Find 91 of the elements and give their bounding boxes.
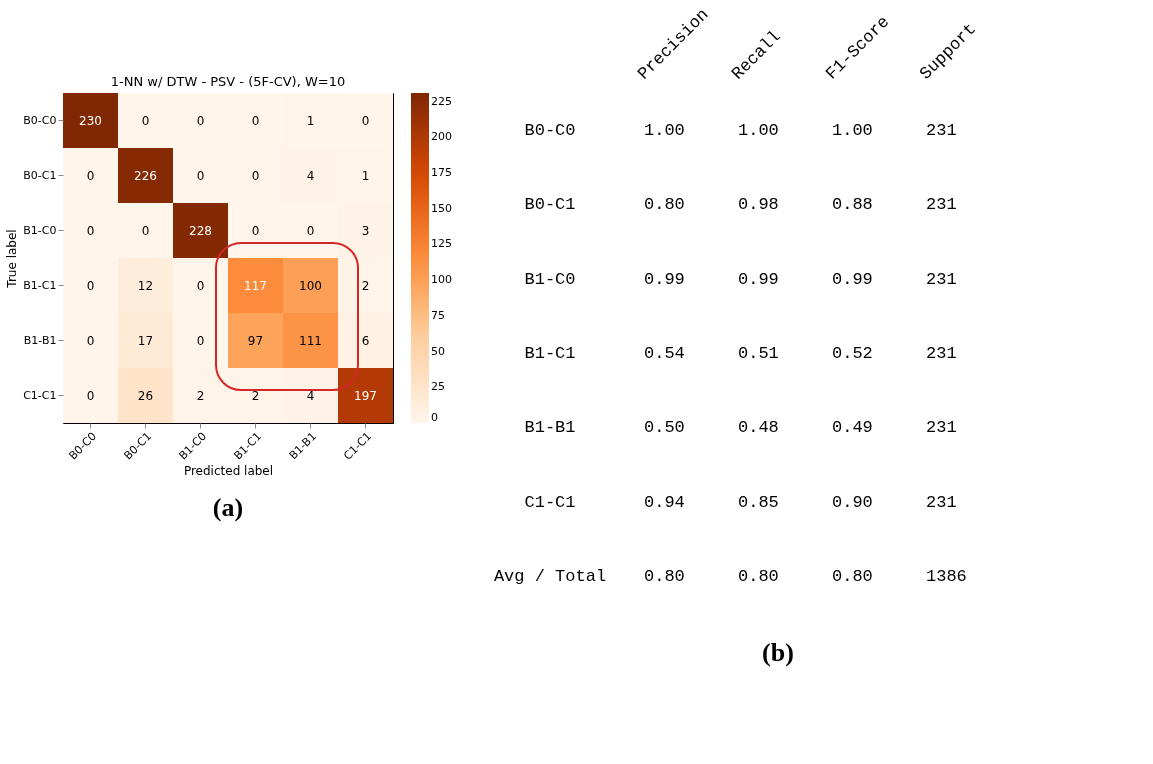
- text: 0.99: [738, 269, 779, 289]
- color-bar-label: 50: [431, 344, 445, 358]
- data-label: 26: [137, 388, 154, 403]
- text: 231: [926, 418, 957, 438]
- data-label: 17: [137, 333, 154, 348]
- data-label: 2: [196, 388, 205, 403]
- data-label: 12: [137, 278, 154, 293]
- data-label: 0: [86, 168, 95, 183]
- text: 1.00: [644, 121, 685, 141]
- data-label: 230: [79, 113, 102, 128]
- color-bar-label: 75: [431, 308, 445, 322]
- text: 0.98: [738, 195, 779, 215]
- y-tick-label: B1-C0: [23, 223, 57, 237]
- text: 0.80: [644, 195, 685, 215]
- data-label: 0: [86, 333, 95, 348]
- data-label: 0: [86, 223, 95, 238]
- text: (b): [762, 638, 794, 667]
- text: 0.90: [832, 492, 873, 512]
- text: 0.49: [832, 418, 873, 438]
- data-label: 197: [354, 388, 377, 403]
- text: 0.80: [832, 566, 873, 586]
- text: 0.99: [832, 269, 873, 289]
- data-label: 0: [86, 388, 95, 403]
- category-label: C1-C1: [524, 492, 576, 512]
- category-label: B0-C1: [524, 195, 576, 215]
- color-bar-label: 125: [431, 237, 452, 251]
- y-tick-label: B1-C1: [23, 278, 57, 292]
- x-axis-title: Predicted label: [183, 463, 274, 478]
- text: 0.94: [644, 492, 685, 512]
- category-label: B0-C0: [524, 121, 576, 141]
- text: 231: [926, 121, 957, 141]
- text: 0.80: [644, 566, 685, 586]
- category-label: Avg / Total: [493, 566, 607, 586]
- data-label: 97: [247, 333, 264, 348]
- category-label: B1-C0: [524, 269, 576, 289]
- data-label: 4: [306, 168, 315, 183]
- text: 0.85: [738, 492, 779, 512]
- data-label: 0: [196, 333, 205, 348]
- y-axis-title: True label: [5, 229, 20, 289]
- color-bar-label: 25: [431, 380, 445, 394]
- y-tick-label: B1-B1: [23, 333, 57, 347]
- text: (a): [212, 493, 244, 522]
- data-label: 0: [196, 278, 205, 293]
- text: 231: [926, 344, 957, 363]
- y-tick-label: B0-C0: [23, 113, 57, 127]
- data-label: 0: [306, 223, 315, 238]
- data-label: 1: [361, 168, 370, 183]
- data-label: 111: [299, 333, 322, 348]
- data-label: 0: [86, 278, 95, 293]
- data-label: 0: [361, 113, 370, 128]
- text: 0.51: [738, 344, 779, 363]
- text: 1.00: [738, 121, 779, 141]
- text: 0.52: [832, 344, 873, 363]
- text: 0.80: [738, 566, 779, 586]
- data-label: 2: [361, 278, 370, 293]
- text: 231: [926, 195, 957, 215]
- color-bar-label: 225: [431, 94, 452, 108]
- data-label: 4: [306, 388, 315, 403]
- data-label: 100: [299, 278, 322, 293]
- data-label: 0: [141, 113, 150, 128]
- text: 1.00: [832, 121, 873, 141]
- data-label: 6: [361, 333, 370, 348]
- chart-title: 1-NN w/ DTW - PSV - (5F-CV), W=10: [110, 74, 346, 89]
- data-label: 228: [189, 223, 212, 238]
- text: 231: [926, 492, 957, 512]
- color-bar-label: 150: [431, 201, 452, 215]
- y-tick-label: C1-C1: [23, 388, 57, 402]
- data-label: 1: [306, 113, 315, 128]
- text: 0.50: [644, 418, 685, 438]
- y-tick-label: B0-C1: [23, 168, 57, 182]
- text: 0.88: [832, 195, 873, 215]
- data-label: 117: [244, 278, 267, 293]
- data-label: 0: [196, 168, 205, 183]
- data-label: 0: [251, 113, 260, 128]
- text: 0.99: [644, 269, 685, 289]
- data-label: 0: [251, 168, 260, 183]
- text: 1386: [926, 566, 967, 586]
- data-label: 0: [141, 223, 150, 238]
- text: 0.54: [644, 344, 685, 363]
- color-bar-label: 175: [431, 166, 452, 179]
- color-bar-label: 100: [431, 273, 452, 287]
- text: 231: [926, 269, 957, 289]
- data-label: 0: [196, 113, 205, 128]
- data-label: 0: [251, 223, 260, 238]
- data-label: 226: [134, 168, 157, 183]
- color-bar-label: 200: [431, 130, 452, 144]
- text: 0.48: [738, 418, 779, 438]
- color-bar-label: 0: [431, 411, 438, 424]
- data-label: 3: [361, 223, 370, 238]
- category-label: B1-C1: [524, 344, 576, 363]
- data-label: 2: [251, 388, 260, 403]
